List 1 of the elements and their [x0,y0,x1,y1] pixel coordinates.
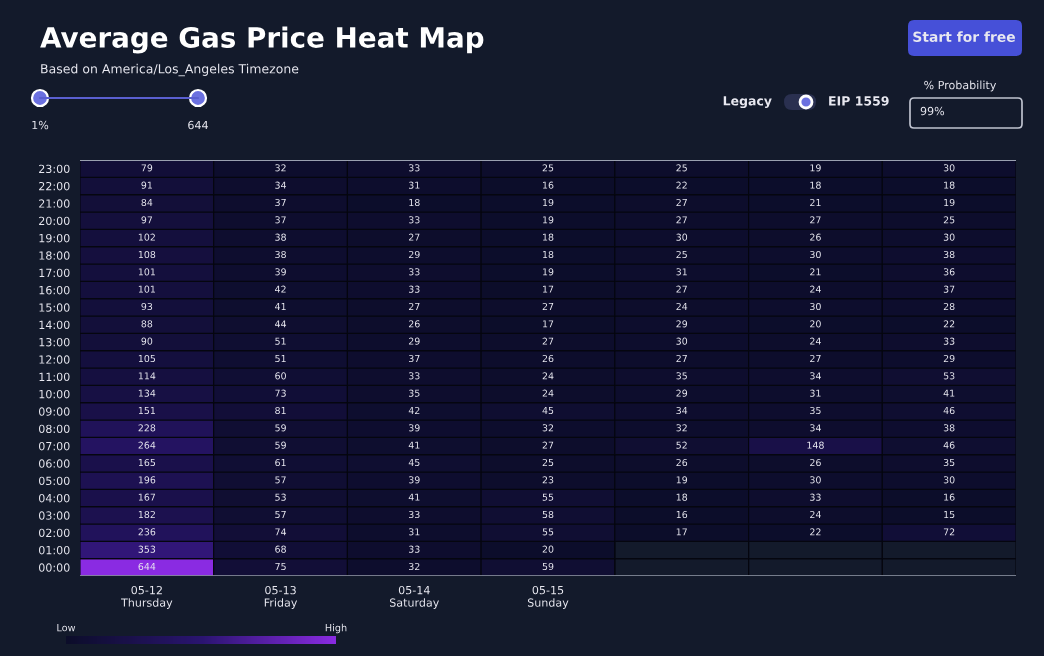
chart-title: Average Gas Price Heat Map [40,26,484,54]
